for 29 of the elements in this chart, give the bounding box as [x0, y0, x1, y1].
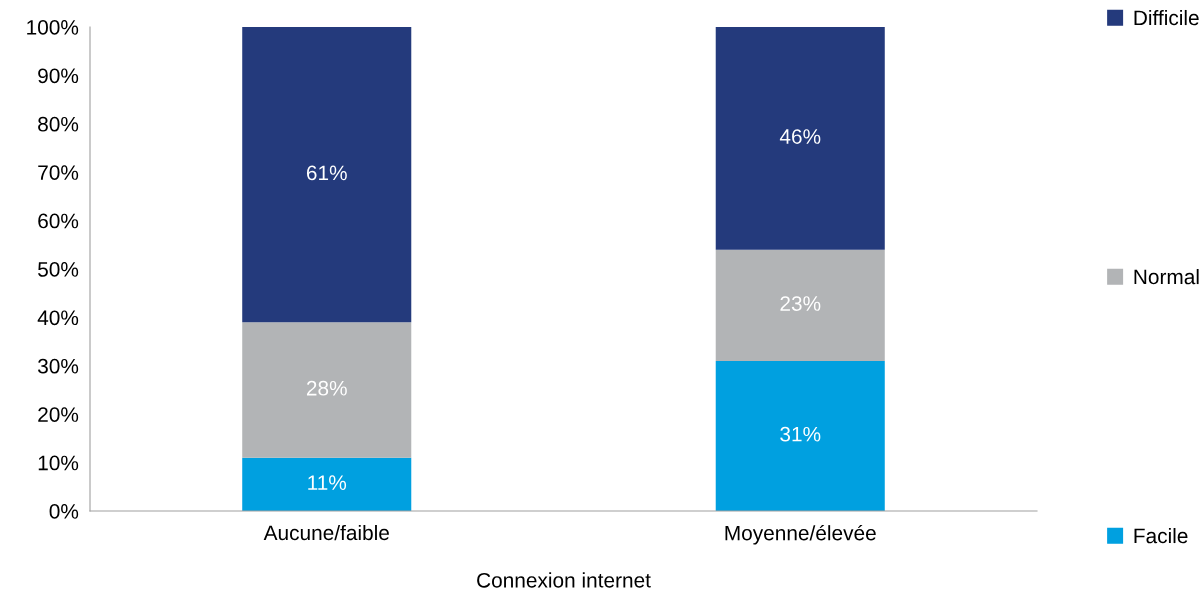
bar [715, 249, 885, 361]
y-tick-label: 70% [38, 165, 79, 180]
data-label: 31% [780, 426, 821, 442]
data-label: 23% [780, 296, 821, 311]
data-label: 11% [308, 475, 347, 490]
x-tick-label: Aucune/faible [263, 524, 389, 541]
y-tick-label: 20% [38, 407, 79, 422]
bar [242, 457, 412, 511]
x-tick-label: Moyenne/élevée [725, 524, 876, 545]
y-tick-label: 90% [38, 68, 79, 84]
y-tick-label: 80% [38, 116, 79, 132]
bar [242, 322, 412, 458]
legend-label: Normal [1134, 268, 1199, 285]
y-tick-label: 40% [37, 310, 79, 326]
bar [715, 360, 885, 511]
legend-label: Difficile [1134, 9, 1199, 26]
bar [242, 27, 412, 323]
y-tick-label: 10% [38, 455, 79, 471]
y-tick-label: 50% [38, 262, 79, 277]
legend-label: Facile [1134, 527, 1188, 544]
x-axis-title: Connexion internet [477, 572, 651, 588]
data-label: 61% [306, 165, 347, 181]
y-tick-label: 30% [37, 358, 79, 374]
y-tick-label: 100% [27, 20, 79, 35]
data-label: 46% [779, 129, 821, 144]
bar [715, 27, 885, 250]
y-tick-label: 60% [38, 213, 79, 229]
y-tick-label: 0% [49, 504, 79, 519]
data-label: 28% [306, 380, 347, 396]
